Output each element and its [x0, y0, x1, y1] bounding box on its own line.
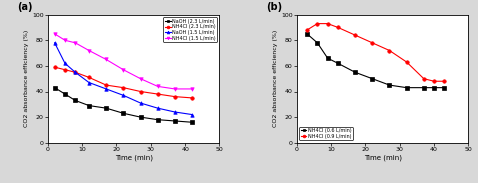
Line: NH4Cl (0.6 L/min): NH4Cl (0.6 L/min) — [305, 32, 446, 89]
X-axis label: Time (min): Time (min) — [364, 155, 402, 161]
NH4Cl (2.3 L/min) — [189, 97, 195, 99]
NaOH (1.5 L/min) — [172, 111, 178, 113]
Legend: NaOH (2.3 L/min), NH4Cl (2.3 L/min), NaOH (1.5 L/min), NH4Cl (1.5 L/min): NaOH (2.3 L/min), NH4Cl (2.3 L/min), NaO… — [163, 17, 217, 42]
NH4Cl (1.5 L/min) — [172, 88, 178, 90]
Text: (a): (a) — [17, 2, 33, 12]
NaOH (1.5 L/min) — [86, 81, 92, 84]
NaOH (2.3 L/min) — [155, 119, 161, 121]
NaOH (1.5 L/min) — [120, 94, 126, 96]
NH4Cl (0.9 L/min) — [325, 23, 330, 25]
NaOH (1.5 L/min) — [62, 62, 68, 64]
NH4Cl (0.6 L/min) — [387, 84, 392, 86]
Legend: NH4Cl (0.6 L/min), NH4Cl (0.9 L/min): NH4Cl (0.6 L/min), NH4Cl (0.9 L/min) — [299, 127, 353, 140]
NH4Cl (0.9 L/min) — [421, 78, 427, 80]
NH4Cl (2.3 L/min) — [172, 96, 178, 98]
NH4Cl (0.9 L/min) — [442, 80, 447, 82]
Line: NaOH (1.5 L/min): NaOH (1.5 L/min) — [53, 41, 194, 116]
Text: (b): (b) — [266, 2, 282, 12]
NaOH (1.5 L/min) — [155, 107, 161, 109]
NH4Cl (2.3 L/min) — [52, 66, 57, 68]
NH4Cl (1.5 L/min) — [103, 58, 109, 61]
NH4Cl (2.3 L/min) — [72, 71, 78, 73]
NaOH (2.3 L/min) — [120, 112, 126, 114]
Line: NaOH (2.3 L/min): NaOH (2.3 L/min) — [53, 86, 194, 124]
Line: NH4Cl (0.9 L/min): NH4Cl (0.9 L/min) — [305, 22, 446, 83]
NaOH (1.5 L/min) — [103, 88, 109, 90]
NH4Cl (2.3 L/min) — [103, 84, 109, 86]
NH4Cl (0.6 L/min) — [352, 71, 358, 73]
NH4Cl (1.5 L/min) — [155, 85, 161, 87]
NH4Cl (0.6 L/min) — [442, 87, 447, 89]
NH4Cl (1.5 L/min) — [72, 42, 78, 44]
NH4Cl (0.6 L/min) — [325, 57, 330, 59]
NH4Cl (1.5 L/min) — [86, 49, 92, 52]
NH4Cl (1.5 L/min) — [138, 78, 143, 80]
NH4Cl (2.3 L/min) — [86, 76, 92, 79]
NH4Cl (1.5 L/min) — [62, 39, 68, 41]
NaOH (2.3 L/min) — [72, 99, 78, 102]
Y-axis label: CO2 absorbance efficiency (%): CO2 absorbance efficiency (%) — [24, 30, 29, 127]
NH4Cl (0.6 L/min) — [404, 87, 410, 89]
X-axis label: Time (min): Time (min) — [115, 155, 152, 161]
NH4Cl (0.9 L/min) — [335, 26, 341, 29]
NH4Cl (1.5 L/min) — [189, 88, 195, 90]
NH4Cl (0.9 L/min) — [304, 29, 310, 31]
NH4Cl (2.3 L/min) — [62, 69, 68, 71]
NH4Cl (0.9 L/min) — [431, 80, 437, 82]
NaOH (2.3 L/min) — [86, 104, 92, 107]
NaOH (2.3 L/min) — [189, 121, 195, 123]
Line: NH4Cl (2.3 L/min): NH4Cl (2.3 L/min) — [53, 66, 194, 100]
NH4Cl (0.9 L/min) — [352, 34, 358, 36]
NH4Cl (0.6 L/min) — [304, 33, 310, 35]
NH4Cl (1.5 L/min) — [120, 69, 126, 71]
NaOH (2.3 L/min) — [172, 120, 178, 122]
NH4Cl (0.9 L/min) — [315, 23, 320, 25]
NaOH (1.5 L/min) — [72, 71, 78, 73]
NH4Cl (0.6 L/min) — [369, 78, 375, 80]
NH4Cl (0.9 L/min) — [387, 49, 392, 52]
NH4Cl (0.6 L/min) — [315, 42, 320, 44]
NaOH (1.5 L/min) — [52, 42, 57, 44]
NaOH (1.5 L/min) — [189, 113, 195, 116]
NH4Cl (0.9 L/min) — [404, 61, 410, 63]
NH4Cl (2.3 L/min) — [120, 87, 126, 89]
NaOH (2.3 L/min) — [52, 87, 57, 89]
Line: NH4Cl (1.5 L/min): NH4Cl (1.5 L/min) — [53, 32, 194, 91]
NH4Cl (0.6 L/min) — [335, 62, 341, 64]
NH4Cl (0.6 L/min) — [421, 87, 427, 89]
NH4Cl (1.5 L/min) — [52, 33, 57, 35]
Y-axis label: CO2 absorbance efficiency (%): CO2 absorbance efficiency (%) — [273, 30, 278, 127]
NaOH (1.5 L/min) — [138, 102, 143, 104]
NH4Cl (2.3 L/min) — [155, 93, 161, 95]
NaOH (2.3 L/min) — [62, 93, 68, 95]
NaOH (2.3 L/min) — [138, 116, 143, 118]
NaOH (2.3 L/min) — [103, 107, 109, 109]
NH4Cl (0.9 L/min) — [369, 42, 375, 44]
NH4Cl (2.3 L/min) — [138, 90, 143, 93]
NH4Cl (0.6 L/min) — [431, 87, 437, 89]
